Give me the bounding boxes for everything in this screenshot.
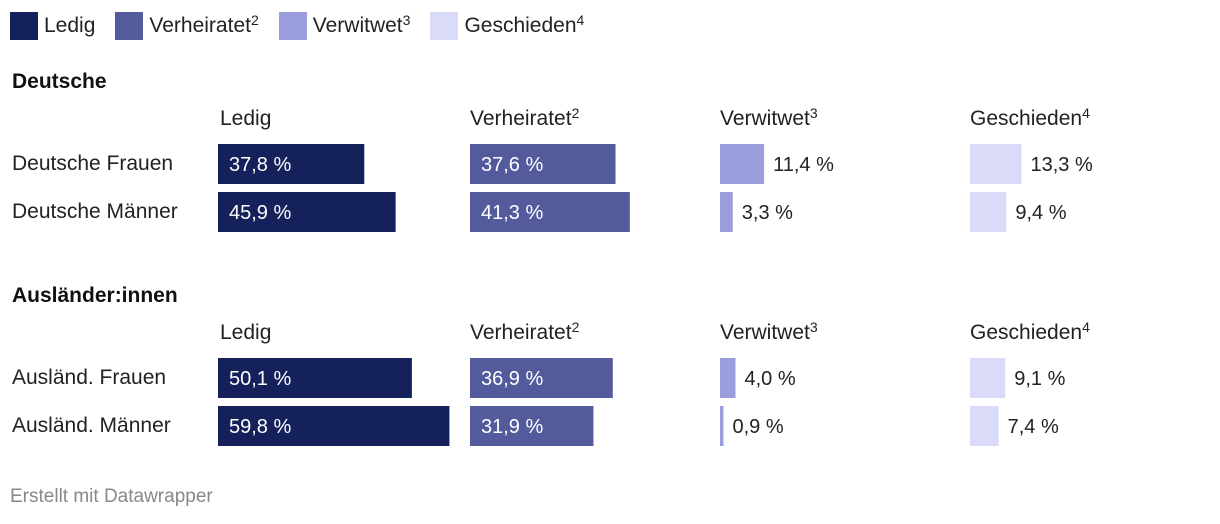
- legend-item-geschieden: Geschieden4: [430, 12, 584, 40]
- bar-value-label: 7,4 %: [1008, 416, 1059, 438]
- bar: [218, 358, 412, 398]
- column-header-verwitwet: Verwitwet3: [720, 319, 818, 344]
- footer-credit: Erstellt mit Datawrapper: [10, 486, 213, 507]
- bar: [720, 192, 733, 232]
- bar-value-label: 37,8 %: [229, 154, 291, 176]
- bar-value-label: 59,8 %: [229, 416, 291, 438]
- row-label: Deutsche Frauen: [12, 152, 174, 175]
- bar-value-label: 0,9 %: [732, 416, 783, 438]
- bar-value-label: 3,3 %: [742, 202, 793, 224]
- bar: [218, 406, 450, 446]
- legend-label: Geschieden4: [464, 12, 585, 37]
- column-header-verheiratet: Verheiratet2: [470, 105, 580, 130]
- bar-value-label: 9,1 %: [1014, 368, 1065, 390]
- bar: [970, 358, 1006, 398]
- bar: [720, 358, 736, 398]
- bar-value-label: 4,0 %: [744, 368, 795, 390]
- legend-swatch-geschieden: [430, 12, 459, 40]
- bar-value-label: 45,9 %: [229, 202, 291, 224]
- bar-value-label: 11,4 %: [773, 154, 834, 176]
- group-title-deutsche: Deutsche: [12, 70, 107, 93]
- bar: [470, 192, 630, 232]
- bar: [218, 144, 365, 184]
- legend-item-verheiratet: Verheiratet2: [115, 12, 259, 40]
- bar-value-label: 41,3 %: [481, 202, 543, 224]
- group-title-auslaender: Ausländer:innen: [12, 284, 178, 307]
- legend-swatch-verheiratet: [115, 12, 144, 40]
- bar-value-label: 13,3 %: [1030, 154, 1092, 176]
- legend-swatch-ledig: [10, 12, 38, 40]
- column-header-verwitwet: Verwitwet3: [720, 105, 818, 130]
- bar-value-label: 31,9 %: [481, 416, 543, 438]
- bar: [970, 192, 1007, 232]
- bar: [970, 144, 1022, 184]
- bar: [470, 406, 594, 446]
- bar-value-label: 9,4 %: [1015, 202, 1066, 224]
- legend-label: Ledig: [44, 14, 96, 37]
- column-header-ledig: Ledig: [220, 107, 272, 130]
- bar-value-label: 50,1 %: [229, 368, 291, 390]
- row-label: Ausländ. Frauen: [12, 366, 167, 389]
- legend-item-ledig: Ledig: [10, 12, 95, 40]
- bar: [218, 192, 396, 232]
- legend-label: Verheiratet2: [149, 12, 259, 37]
- row-label: Ausländ. Männer: [12, 414, 171, 437]
- legend-swatch-verwitwet: [278, 12, 307, 40]
- bar: [470, 144, 616, 184]
- legend-label: Verwitwet3: [312, 12, 411, 37]
- row-label: Deutsche Männer: [12, 200, 178, 223]
- legend: Ledig Verheiratet2 Verwitwet3 Geschieden…: [10, 8, 604, 44]
- bar: [470, 358, 613, 398]
- legend-item-verwitwet: Verwitwet3: [278, 12, 411, 40]
- bar: [970, 406, 999, 446]
- bar: [720, 406, 724, 446]
- bar-value-label: 37,6 %: [481, 154, 543, 176]
- column-header-geschieden: Geschieden4: [970, 105, 1090, 130]
- column-header-geschieden: Geschieden4: [970, 319, 1090, 344]
- column-header-verheiratet: Verheiratet2: [470, 319, 580, 344]
- column-header-ledig: Ledig: [220, 321, 272, 344]
- bar-value-label: 36,9 %: [481, 368, 543, 390]
- bar: [720, 144, 765, 184]
